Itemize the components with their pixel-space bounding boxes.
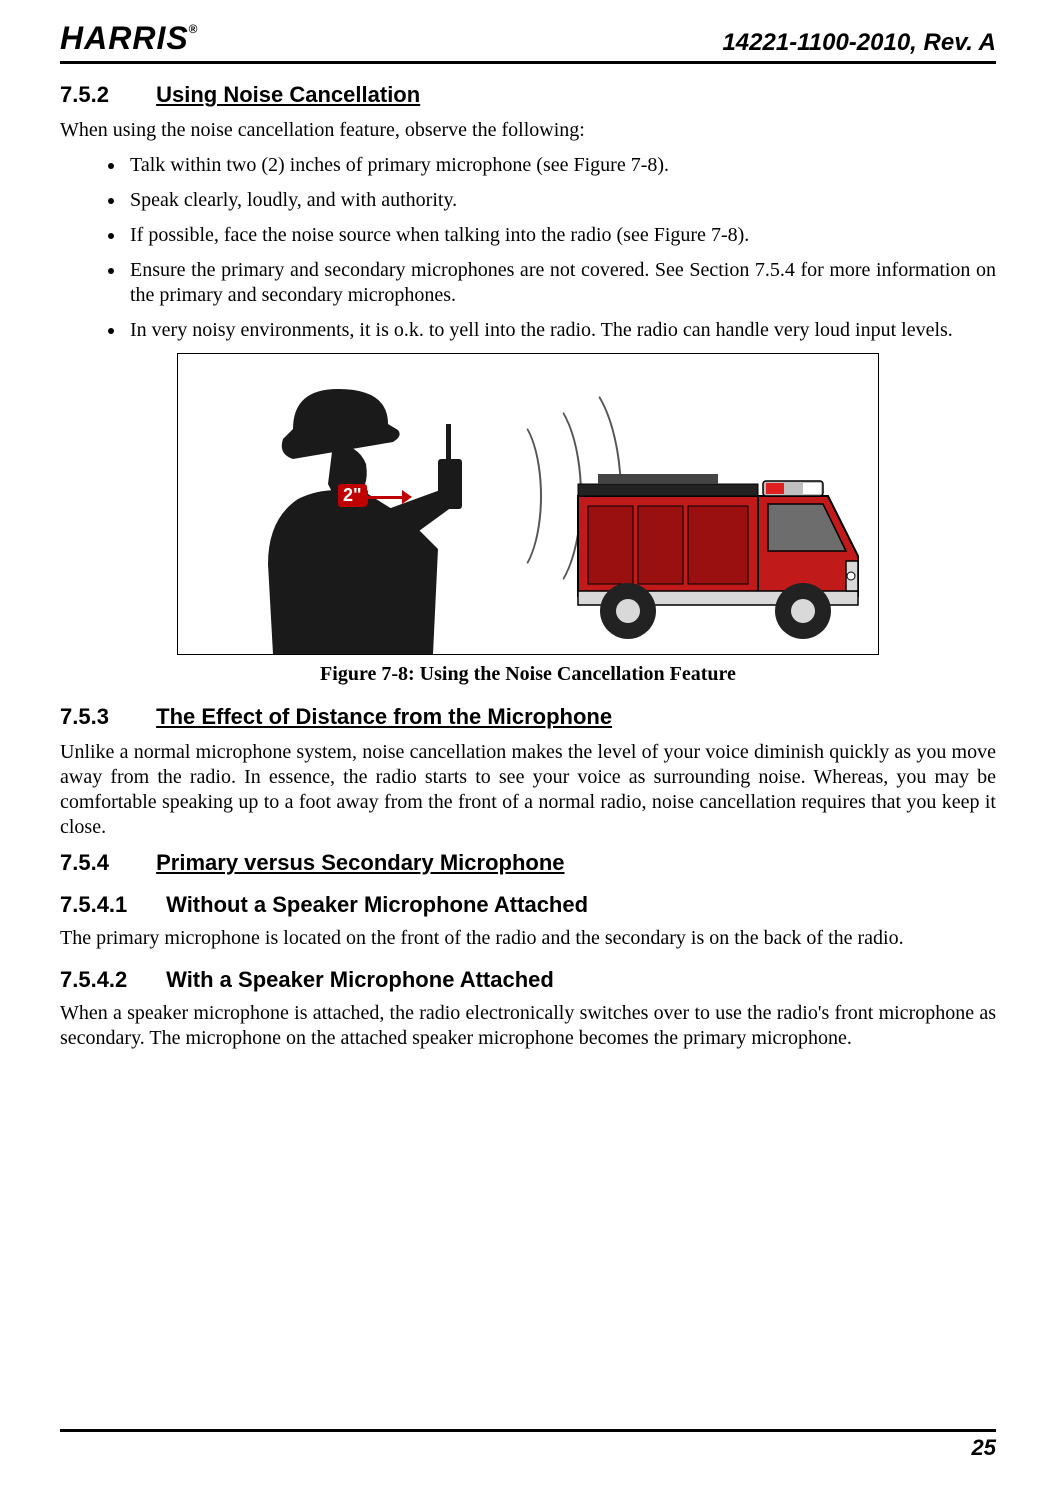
heading-7-5-2: 7.5.2 Using Noise Cancellation: [60, 82, 996, 108]
heading-title: With a Speaker Microphone Attached: [166, 967, 554, 992]
heading-7-5-4-1: 7.5.4.1 Without a Speaker Microphone Att…: [60, 892, 996, 918]
section-text: Unlike a normal microphone system, noise…: [60, 740, 996, 840]
list-item: If possible, face the noise source when …: [126, 223, 996, 248]
heading-7-5-3: 7.5.3 The Effect of Distance from the Mi…: [60, 704, 996, 730]
heading-7-5-4-2: 7.5.4.2 With a Speaker Microphone Attach…: [60, 967, 996, 993]
page-header: HARRIS® 14221-1100-2010, Rev. A: [60, 20, 996, 64]
page: HARRIS® 14221-1100-2010, Rev. A 7.5.2 Us…: [0, 0, 1056, 1509]
list-item: Speak clearly, loudly, and with authorit…: [126, 188, 996, 213]
firefighter-silhouette-icon: [238, 364, 498, 654]
logo-mark: ®: [189, 22, 199, 36]
heading-num: 7.5.4: [60, 850, 150, 876]
arrow-right-icon: [402, 490, 412, 504]
heading-num: 7.5.2: [60, 82, 150, 108]
heading-7-5-4: 7.5.4 Primary versus Secondary Microphon…: [60, 850, 996, 876]
section-text: When a speaker microphone is attached, t…: [60, 1001, 996, 1051]
page-footer: 25: [60, 1429, 996, 1461]
heading-num: 7.5.4.1: [60, 892, 160, 918]
list-item: Talk within two (2) inches of primary mi…: [126, 153, 996, 178]
page-number: 25: [972, 1435, 996, 1460]
logo-text: HARRIS: [60, 20, 189, 56]
heading-num: 7.5.3: [60, 704, 150, 730]
section-text: The primary microphone is located on the…: [60, 926, 996, 951]
doc-number: 14221-1100-2010, Rev. A: [722, 29, 996, 57]
heading-title: Without a Speaker Microphone Attached: [166, 892, 588, 917]
arrow-line-icon: [366, 496, 406, 499]
harris-logo: HARRIS®: [60, 20, 199, 57]
heading-num: 7.5.4.2: [60, 967, 160, 993]
heading-title: Primary versus Secondary Microphone: [156, 850, 564, 875]
bullet-list: Talk within two (2) inches of primary mi…: [60, 153, 996, 343]
list-item: In very noisy environments, it is o.k. t…: [126, 318, 996, 343]
fire-truck-icon: [568, 426, 868, 646]
figure-7-8: 2": [177, 353, 879, 655]
intro-text: When using the noise cancellation featur…: [60, 118, 996, 143]
figure-caption: Figure 7-8: Using the Noise Cancellation…: [60, 663, 996, 686]
list-item: Ensure the primary and secondary microph…: [126, 258, 996, 308]
heading-title: The Effect of Distance from the Micropho…: [156, 704, 612, 729]
heading-title: Using Noise Cancellation: [156, 82, 420, 107]
